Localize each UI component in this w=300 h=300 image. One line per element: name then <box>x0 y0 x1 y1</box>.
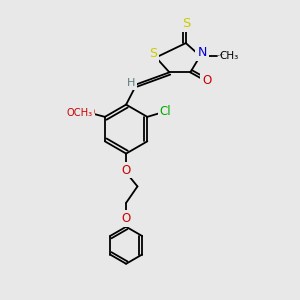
Text: CH₃: CH₃ <box>220 51 239 61</box>
Text: O: O <box>122 212 131 225</box>
Text: S: S <box>182 17 190 31</box>
Text: S: S <box>150 47 158 60</box>
Text: S: S <box>150 47 158 60</box>
Text: N: N <box>197 46 207 59</box>
Text: O: O <box>122 164 131 176</box>
Text: OCH₃: OCH₃ <box>67 108 93 118</box>
Text: H: H <box>127 78 135 88</box>
Text: O: O <box>122 164 131 176</box>
Text: O: O <box>85 106 94 119</box>
Text: O: O <box>202 74 212 87</box>
Text: H: H <box>127 78 135 88</box>
Text: methoxy: methoxy <box>80 112 87 113</box>
Text: O: O <box>202 74 212 87</box>
Text: N: N <box>197 46 207 59</box>
Text: O: O <box>122 212 131 225</box>
Text: S: S <box>182 17 190 31</box>
Text: Cl: Cl <box>159 105 171 118</box>
Text: Cl: Cl <box>159 105 171 118</box>
Text: methyl: methyl <box>218 55 223 56</box>
Text: methyl: methyl <box>220 54 224 55</box>
